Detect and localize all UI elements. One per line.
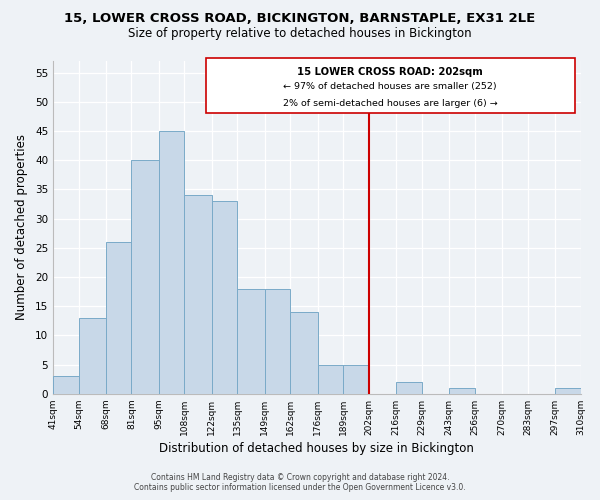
Bar <box>396 382 422 394</box>
Bar <box>343 364 369 394</box>
Y-axis label: Number of detached properties: Number of detached properties <box>15 134 28 320</box>
Text: 2% of semi-detached houses are larger (6) →: 2% of semi-detached houses are larger (6… <box>283 99 497 108</box>
Bar <box>555 388 581 394</box>
Bar <box>184 195 212 394</box>
Bar <box>106 242 131 394</box>
Text: Size of property relative to detached houses in Bickington: Size of property relative to detached ho… <box>128 28 472 40</box>
Bar <box>449 388 475 394</box>
Bar <box>290 312 318 394</box>
Text: ← 97% of detached houses are smaller (252): ← 97% of detached houses are smaller (25… <box>283 82 497 92</box>
Bar <box>159 131 184 394</box>
Bar <box>79 318 106 394</box>
Bar <box>318 364 343 394</box>
X-axis label: Distribution of detached houses by size in Bickington: Distribution of detached houses by size … <box>160 442 474 455</box>
Text: 15 LOWER CROSS ROAD: 202sqm: 15 LOWER CROSS ROAD: 202sqm <box>298 66 483 76</box>
Text: 15, LOWER CROSS ROAD, BICKINGTON, BARNSTAPLE, EX31 2LE: 15, LOWER CROSS ROAD, BICKINGTON, BARNST… <box>64 12 536 26</box>
Bar <box>212 201 238 394</box>
Bar <box>131 160 159 394</box>
Text: Contains HM Land Registry data © Crown copyright and database right 2024.
Contai: Contains HM Land Registry data © Crown c… <box>134 473 466 492</box>
FancyBboxPatch shape <box>206 58 575 114</box>
Bar <box>53 376 79 394</box>
Bar <box>265 288 290 394</box>
Bar <box>238 288 265 394</box>
